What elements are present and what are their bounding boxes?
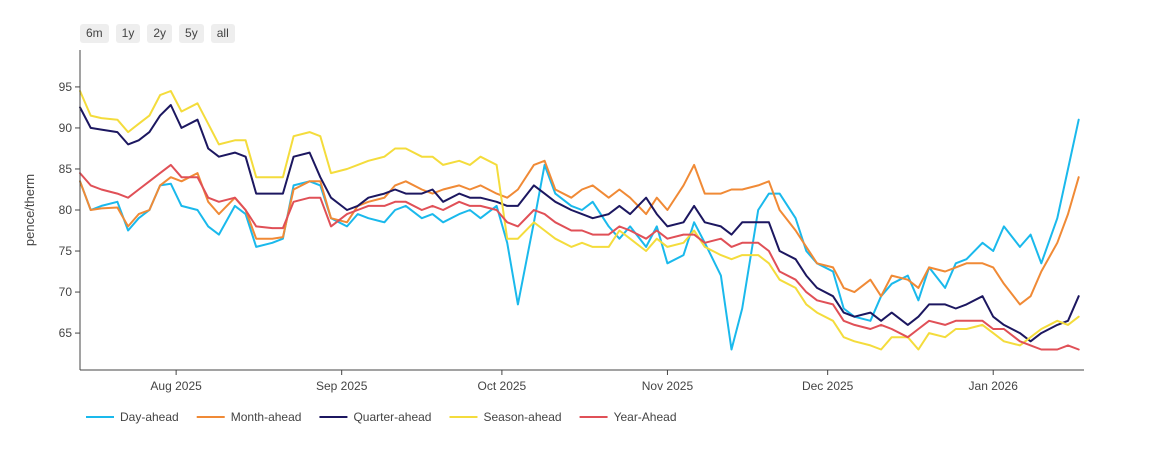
range-5y-button[interactable]: 5y xyxy=(179,24,204,43)
legend-item-year-ahead[interactable]: Year-Ahead xyxy=(579,410,677,424)
legend-label: Day-ahead xyxy=(120,410,179,424)
y-tick-label: 70 xyxy=(59,285,73,299)
series-line-quarter-ahead xyxy=(79,104,1080,343)
legend-label: Month-ahead xyxy=(231,410,302,424)
legend-label: Season-ahead xyxy=(483,410,561,424)
legend-item-day-ahead[interactable]: Day-ahead xyxy=(86,410,179,424)
series-line-year-ahead xyxy=(79,163,1080,351)
range-1y-button[interactable]: 1y xyxy=(115,24,141,43)
y-tick-label: 65 xyxy=(59,326,73,340)
x-tick-label: Sep 2025 xyxy=(316,379,368,393)
x-tick-label: Aug 2025 xyxy=(150,379,202,393)
legend: Day-ahead Month-ahead Quarter-ahead Season-… xyxy=(86,410,677,424)
y-axis-ticks: 65 70 75 80 85 90 95 xyxy=(59,80,80,340)
range-selector: 6m 1y 2y 5y all xyxy=(80,24,235,43)
y-tick-label: 80 xyxy=(59,203,73,217)
legend-label: Year-Ahead xyxy=(614,410,677,424)
x-tick-label: Nov 2025 xyxy=(642,379,694,393)
y-tick-label: 85 xyxy=(59,162,73,176)
x-axis-ticks: Aug 2025 Sep 2025 Oct 2025 Nov 2025 Dec 2025… xyxy=(150,370,1018,393)
series-line-day-ahead xyxy=(79,118,1080,351)
legend-label: Quarter-ahead xyxy=(353,410,431,424)
range-2y-button[interactable]: 2y xyxy=(147,24,173,43)
legend-item-season-ahead[interactable]: Season-ahead xyxy=(449,410,562,424)
series-line-season-ahead xyxy=(79,90,1080,351)
range-all-button[interactable]: all xyxy=(210,24,235,43)
y-tick-label: 95 xyxy=(59,80,73,94)
y-tick-label: 90 xyxy=(59,121,73,135)
x-tick-label: Oct 2025 xyxy=(478,379,527,393)
legend-item-quarter-ahead[interactable]: Quarter-ahead xyxy=(319,410,431,424)
legend-item-month-ahead[interactable]: Month-ahead xyxy=(196,410,302,424)
x-tick-label: Dec 2025 xyxy=(802,379,854,393)
x-tick-label: Jan 2026 xyxy=(969,379,1019,393)
y-axis-title: pence/therm xyxy=(22,174,37,246)
y-tick-label: 75 xyxy=(59,244,73,258)
range-6m-button[interactable]: 6m xyxy=(80,24,109,43)
series-line-month-ahead xyxy=(79,159,1080,306)
series-lines xyxy=(79,90,1080,351)
